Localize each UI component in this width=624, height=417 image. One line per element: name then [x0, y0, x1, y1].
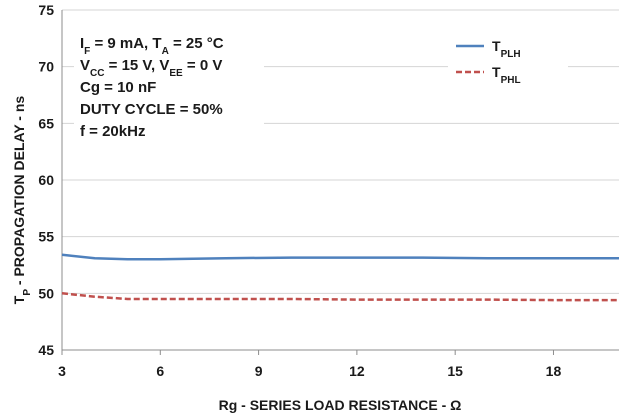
- x-tick-label-9: 9: [255, 363, 263, 379]
- x-tick-label-15: 15: [447, 363, 463, 379]
- y-tick-label-75: 75: [38, 2, 54, 18]
- legend-label-phl: TPHL: [492, 64, 521, 86]
- legend: TPLH TPHL: [448, 30, 568, 88]
- annotation-line-3: Cg = 10 nF: [80, 79, 156, 96]
- series-line-plh: [61, 253, 619, 261]
- x-tick-label-12: 12: [349, 363, 365, 379]
- x-axis-title: Rg - SERIES LOAD RESISTANCE - Ω: [219, 397, 462, 413]
- y-tick-label-50: 50: [38, 285, 54, 301]
- y-tick-label-55: 55: [38, 229, 54, 245]
- y-tick-label-65: 65: [38, 115, 54, 131]
- y-axis-title: TP - PROPAGATION DELAY - ns: [11, 96, 33, 305]
- x-tick-label-18: 18: [546, 363, 562, 379]
- x-tick-label-6: 6: [156, 363, 164, 379]
- annotation-line-5: f = 20kHz: [80, 123, 145, 140]
- y-tick-label-60: 60: [38, 172, 54, 188]
- series-line-phl: [61, 292, 619, 302]
- annotation-background: [74, 26, 264, 142]
- annotation-line-2: VCC = 15 V, VEE = 0 V: [80, 57, 222, 79]
- x-tick-label-3: 3: [58, 363, 66, 379]
- annotation-line-4: DUTY CYCLE = 50%: [80, 101, 223, 118]
- y-tick-label-45: 45: [38, 342, 54, 358]
- annotation-line-1: IF = 9 mA, TA = 25 °C: [80, 35, 224, 57]
- series-lines: [61, 253, 619, 302]
- tick-labels: 45 50 55 60 65 70 75 3 6 9 12 15 18: [38, 2, 561, 379]
- legend-background: [448, 30, 568, 88]
- y-tick-label-70: 70: [38, 59, 54, 75]
- legend-label-plh: TPLH: [492, 38, 521, 60]
